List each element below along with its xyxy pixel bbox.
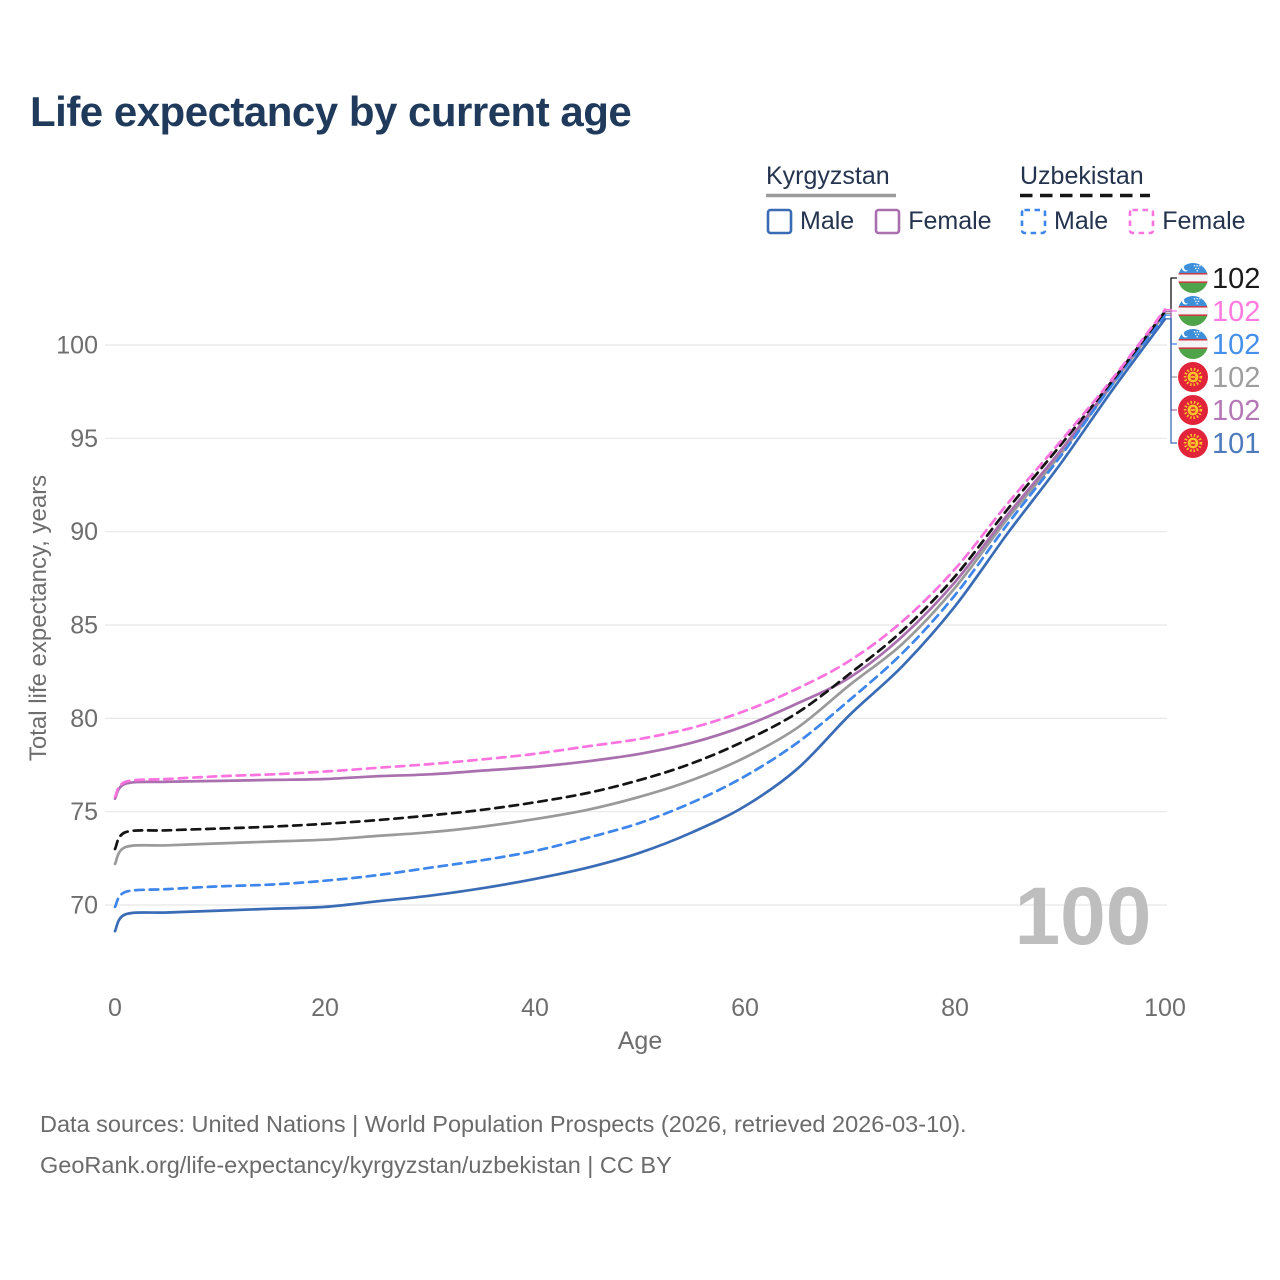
flag-icon-kyrgyzstan bbox=[1178, 362, 1208, 392]
flag-icon-uzbekistan bbox=[1178, 329, 1208, 359]
end-value-label-kyrgyzstan-male: 101 bbox=[1212, 428, 1260, 460]
y-tick-label-95: 95 bbox=[70, 425, 98, 453]
flag-icon-kyrgyzstan bbox=[1178, 395, 1208, 425]
x-tick-label-60: 60 bbox=[731, 994, 759, 1022]
y-tick-label-80: 80 bbox=[70, 705, 98, 733]
series-line-uzbekistan-total bbox=[113, 310, 1167, 851]
y-tick-label-70: 70 bbox=[70, 892, 98, 920]
end-value-label-kyrgyzstan-total: 102 bbox=[1212, 362, 1260, 394]
series-line-uzbekistan-male bbox=[113, 313, 1167, 909]
y-tick-label-90: 90 bbox=[70, 518, 98, 546]
legend-label-kyrgyzstan-male: Male bbox=[800, 207, 855, 235]
y-tick-label-75: 75 bbox=[70, 798, 98, 826]
x-axis-title: Age bbox=[618, 1027, 662, 1055]
x-tick-label-100: 100 bbox=[1144, 994, 1186, 1022]
legend-label-uzbekistan-female: Female bbox=[1162, 207, 1246, 235]
legend-swatch-uzbekistan-male bbox=[1020, 208, 1047, 235]
end-value-label-uzbekistan-female: 102 bbox=[1212, 296, 1260, 328]
series-line-uzbekistan-female bbox=[113, 308, 1167, 799]
flag-icon-uzbekistan bbox=[1178, 296, 1208, 326]
x-tick-label-0: 0 bbox=[108, 994, 122, 1022]
y-tick-label-85: 85 bbox=[70, 612, 98, 640]
end-value-label-uzbekistan-male: 102 bbox=[1212, 329, 1260, 361]
legend-underline-dashed bbox=[1020, 193, 1150, 198]
end-label-connector-kyrgyzstan-male bbox=[1166, 318, 1177, 444]
legend-country-kyrgyzstan: Kyrgyzstan bbox=[766, 162, 890, 190]
legend-label-kyrgyzstan-female: Female bbox=[908, 207, 992, 235]
flag-icon-uzbekistan bbox=[1178, 263, 1208, 293]
end-value-label-kyrgyzstan-female: 102 bbox=[1212, 395, 1260, 427]
legend-country-uzbekistan: Uzbekistan bbox=[1020, 162, 1144, 190]
x-tick-label-40: 40 bbox=[521, 994, 549, 1022]
flag-icon-kyrgyzstan bbox=[1178, 428, 1208, 458]
footer-data-sources: Data sources: United Nations | World Pop… bbox=[40, 1111, 967, 1137]
legend-swatch-kyrgyzstan-female bbox=[874, 208, 901, 235]
age-watermark: 100 bbox=[1015, 871, 1152, 962]
legend-group-uzbekistan: Uzbekistan Male Female bbox=[1020, 162, 1246, 236]
y-tick-label-100: 100 bbox=[56, 332, 98, 360]
end-label-connector-uzbekistan-total bbox=[1166, 277, 1177, 313]
x-tick-label-80: 80 bbox=[941, 994, 969, 1022]
legend-group-kyrgyzstan: Kyrgyzstan Male Female bbox=[766, 162, 992, 236]
footer: Data sources: United Nations | World Pop… bbox=[40, 1104, 967, 1186]
y-axis-title: Total life expectancy, years bbox=[25, 475, 52, 761]
legend-label-uzbekistan-male: Male bbox=[1054, 207, 1109, 235]
legend-swatch-uzbekistan-female bbox=[1128, 208, 1155, 235]
x-tick-label-20: 20 bbox=[311, 994, 339, 1022]
page-title: Life expectancy by current age bbox=[30, 88, 632, 135]
end-value-label-uzbekistan-total: 102 bbox=[1212, 263, 1260, 295]
end-label-connector-uzbekistan-female bbox=[1166, 308, 1177, 312]
series-line-kyrgyzstan-total bbox=[113, 311, 1167, 866]
series-line-kyrgyzstan-male bbox=[113, 317, 1167, 933]
footer-attribution: GeoRank.org/life-expectancy/kyrgyzstan/u… bbox=[40, 1152, 672, 1178]
legend-swatch-kyrgyzstan-male bbox=[766, 208, 793, 235]
legend-underline-solid bbox=[766, 193, 896, 198]
series-line-kyrgyzstan-female bbox=[113, 310, 1167, 800]
